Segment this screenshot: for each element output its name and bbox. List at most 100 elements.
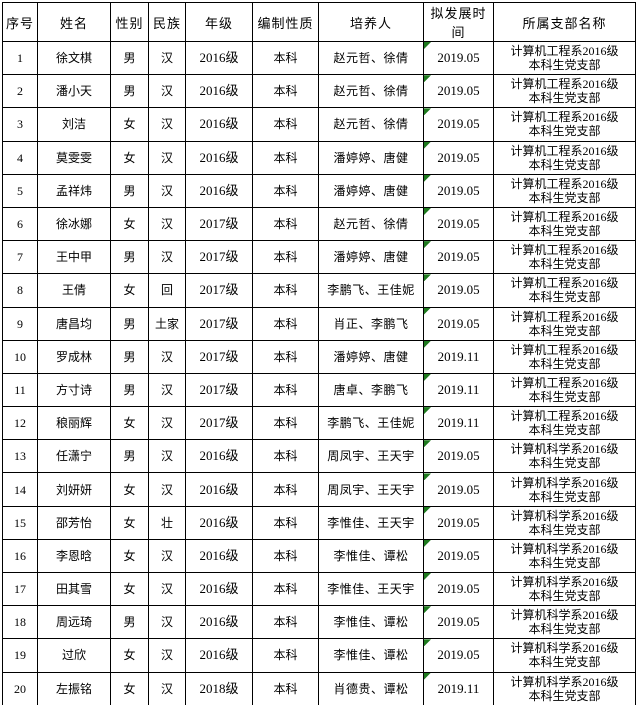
cell-grade[interactable]: 2017级 — [185, 306, 253, 341]
cell-ethnicity[interactable]: 汉 — [148, 638, 186, 673]
column-header-type[interactable]: 编制性质 — [252, 2, 319, 42]
cell-no[interactable]: 11 — [2, 372, 38, 408]
cell-type[interactable]: 本科 — [252, 40, 319, 76]
cell-branch[interactable]: 计算机工程系2016级本科生党支部 — [493, 74, 636, 109]
cell-planned_date[interactable]: 2019.11 — [423, 406, 494, 441]
cell-branch[interactable]: 计算机工程系2016级本科生党支部 — [493, 273, 636, 308]
cell-no[interactable]: 1 — [2, 40, 38, 76]
cell-gender[interactable]: 男 — [110, 439, 149, 474]
cell-planned_date[interactable]: 2019.05 — [423, 571, 494, 607]
cell-planned_date[interactable]: 2019.11 — [423, 372, 494, 408]
cell-type[interactable]: 本科 — [252, 273, 319, 308]
cell-branch[interactable]: 计算机科学系2016级本科生党支部 — [493, 571, 636, 607]
cell-name[interactable]: 周远琦 — [37, 605, 111, 640]
cell-name[interactable]: 方寸诗 — [37, 372, 111, 408]
cell-type[interactable]: 本科 — [252, 372, 319, 408]
cell-ethnicity[interactable]: 汉 — [148, 671, 186, 705]
cell-type[interactable]: 本科 — [252, 240, 319, 275]
cell-gender[interactable]: 男 — [110, 74, 149, 109]
cell-cultivators[interactable]: 赵元哲、徐倩 — [318, 107, 424, 142]
cell-ethnicity[interactable]: 汉 — [148, 74, 186, 109]
cell-grade[interactable]: 2016级 — [185, 605, 253, 640]
cell-grade[interactable]: 2018级 — [185, 671, 253, 705]
cell-branch[interactable]: 计算机科学系2016级本科生党支部 — [493, 671, 636, 705]
cell-no[interactable]: 9 — [2, 306, 38, 341]
cell-name[interactable]: 唐昌均 — [37, 306, 111, 341]
cell-type[interactable]: 本科 — [252, 538, 319, 574]
cell-no[interactable]: 14 — [2, 472, 38, 507]
column-header-branch[interactable]: 所属支部名称 — [493, 2, 636, 42]
cell-planned_date[interactable]: 2019.05 — [423, 306, 494, 341]
cell-branch[interactable]: 计算机工程系2016级本科生党支部 — [493, 206, 636, 242]
cell-branch[interactable]: 计算机工程系2016级本科生党支部 — [493, 107, 636, 142]
cell-planned_date[interactable]: 2019.05 — [423, 605, 494, 640]
cell-cultivators[interactable]: 赵元哲、徐倩 — [318, 74, 424, 109]
cell-grade[interactable]: 2016级 — [185, 74, 253, 109]
cell-type[interactable]: 本科 — [252, 671, 319, 705]
cell-name[interactable]: 刘妍妍 — [37, 472, 111, 507]
cell-no[interactable]: 8 — [2, 273, 38, 308]
cell-name[interactable]: 任潇宁 — [37, 439, 111, 474]
cell-gender[interactable]: 女 — [110, 538, 149, 574]
cell-name[interactable]: 田其雪 — [37, 571, 111, 607]
cell-type[interactable]: 本科 — [252, 605, 319, 640]
cell-name[interactable]: 李恩晗 — [37, 538, 111, 574]
cell-no[interactable]: 15 — [2, 505, 38, 540]
cell-name[interactable]: 王中甲 — [37, 240, 111, 275]
cell-grade[interactable]: 2016级 — [185, 505, 253, 540]
cell-grade[interactable]: 2017级 — [185, 206, 253, 242]
cell-grade[interactable]: 2017级 — [185, 273, 253, 308]
cell-gender[interactable]: 男 — [110, 306, 149, 341]
cell-gender[interactable]: 女 — [110, 638, 149, 673]
cell-name[interactable]: 莫雯雯 — [37, 140, 111, 175]
column-header-no[interactable]: 序号 — [2, 2, 38, 42]
cell-grade[interactable]: 2016级 — [185, 439, 253, 474]
cell-grade[interactable]: 2016级 — [185, 472, 253, 507]
cell-type[interactable]: 本科 — [252, 74, 319, 109]
cell-planned_date[interactable]: 2019.05 — [423, 74, 494, 109]
cell-no[interactable]: 6 — [2, 206, 38, 242]
column-header-gender[interactable]: 性别 — [110, 2, 149, 42]
cell-no[interactable]: 16 — [2, 538, 38, 574]
cell-branch[interactable]: 计算机工程系2016级本科生党支部 — [493, 40, 636, 76]
cell-grade[interactable]: 2016级 — [185, 538, 253, 574]
cell-branch[interactable]: 计算机工程系2016级本科生党支部 — [493, 306, 636, 341]
cell-cultivators[interactable]: 赵元哲、徐倩 — [318, 206, 424, 242]
cell-ethnicity[interactable]: 壮 — [148, 505, 186, 540]
cell-cultivators[interactable]: 李惟佳、谭松 — [318, 638, 424, 673]
cell-grade[interactable]: 2016级 — [185, 140, 253, 175]
cell-ethnicity[interactable]: 回 — [148, 273, 186, 308]
cell-ethnicity[interactable]: 汉 — [148, 173, 186, 208]
cell-grade[interactable]: 2016级 — [185, 571, 253, 607]
cell-branch[interactable]: 计算机科学系2016级本科生党支部 — [493, 472, 636, 507]
cell-no[interactable]: 17 — [2, 571, 38, 607]
cell-type[interactable]: 本科 — [252, 439, 319, 474]
cell-grade[interactable]: 2016级 — [185, 173, 253, 208]
cell-name[interactable]: 左振铭 — [37, 671, 111, 705]
cell-name[interactable]: 徐文棋 — [37, 40, 111, 76]
cell-type[interactable]: 本科 — [252, 173, 319, 208]
cell-type[interactable]: 本科 — [252, 306, 319, 341]
cell-ethnicity[interactable]: 汉 — [148, 372, 186, 408]
cell-cultivators[interactable]: 周凤宇、王天宇 — [318, 439, 424, 474]
cell-name[interactable]: 过欣 — [37, 638, 111, 673]
cell-cultivators[interactable]: 潘婷婷、唐健 — [318, 339, 424, 374]
cell-ethnicity[interactable]: 汉 — [148, 107, 186, 142]
cell-cultivators[interactable]: 潘婷婷、唐健 — [318, 240, 424, 275]
cell-grade[interactable]: 2017级 — [185, 339, 253, 374]
cell-cultivators[interactable]: 李鹏飞、王佳妮 — [318, 406, 424, 441]
cell-branch[interactable]: 计算机工程系2016级本科生党支部 — [493, 140, 636, 175]
cell-cultivators[interactable]: 唐卓、李鹏飞 — [318, 372, 424, 408]
cell-planned_date[interactable]: 2019.05 — [423, 240, 494, 275]
cell-cultivators[interactable]: 肖正、李鹏飞 — [318, 306, 424, 341]
cell-type[interactable]: 本科 — [252, 505, 319, 540]
cell-type[interactable]: 本科 — [252, 472, 319, 507]
cell-ethnicity[interactable]: 土家 — [148, 306, 186, 341]
cell-planned_date[interactable]: 2019.11 — [423, 339, 494, 374]
cell-name[interactable]: 刘洁 — [37, 107, 111, 142]
cell-gender[interactable]: 男 — [110, 240, 149, 275]
cell-gender[interactable]: 女 — [110, 140, 149, 175]
cell-grade[interactable]: 2016级 — [185, 638, 253, 673]
cell-branch[interactable]: 计算机科学系2016级本科生党支部 — [493, 638, 636, 673]
cell-grade[interactable]: 2017级 — [185, 372, 253, 408]
